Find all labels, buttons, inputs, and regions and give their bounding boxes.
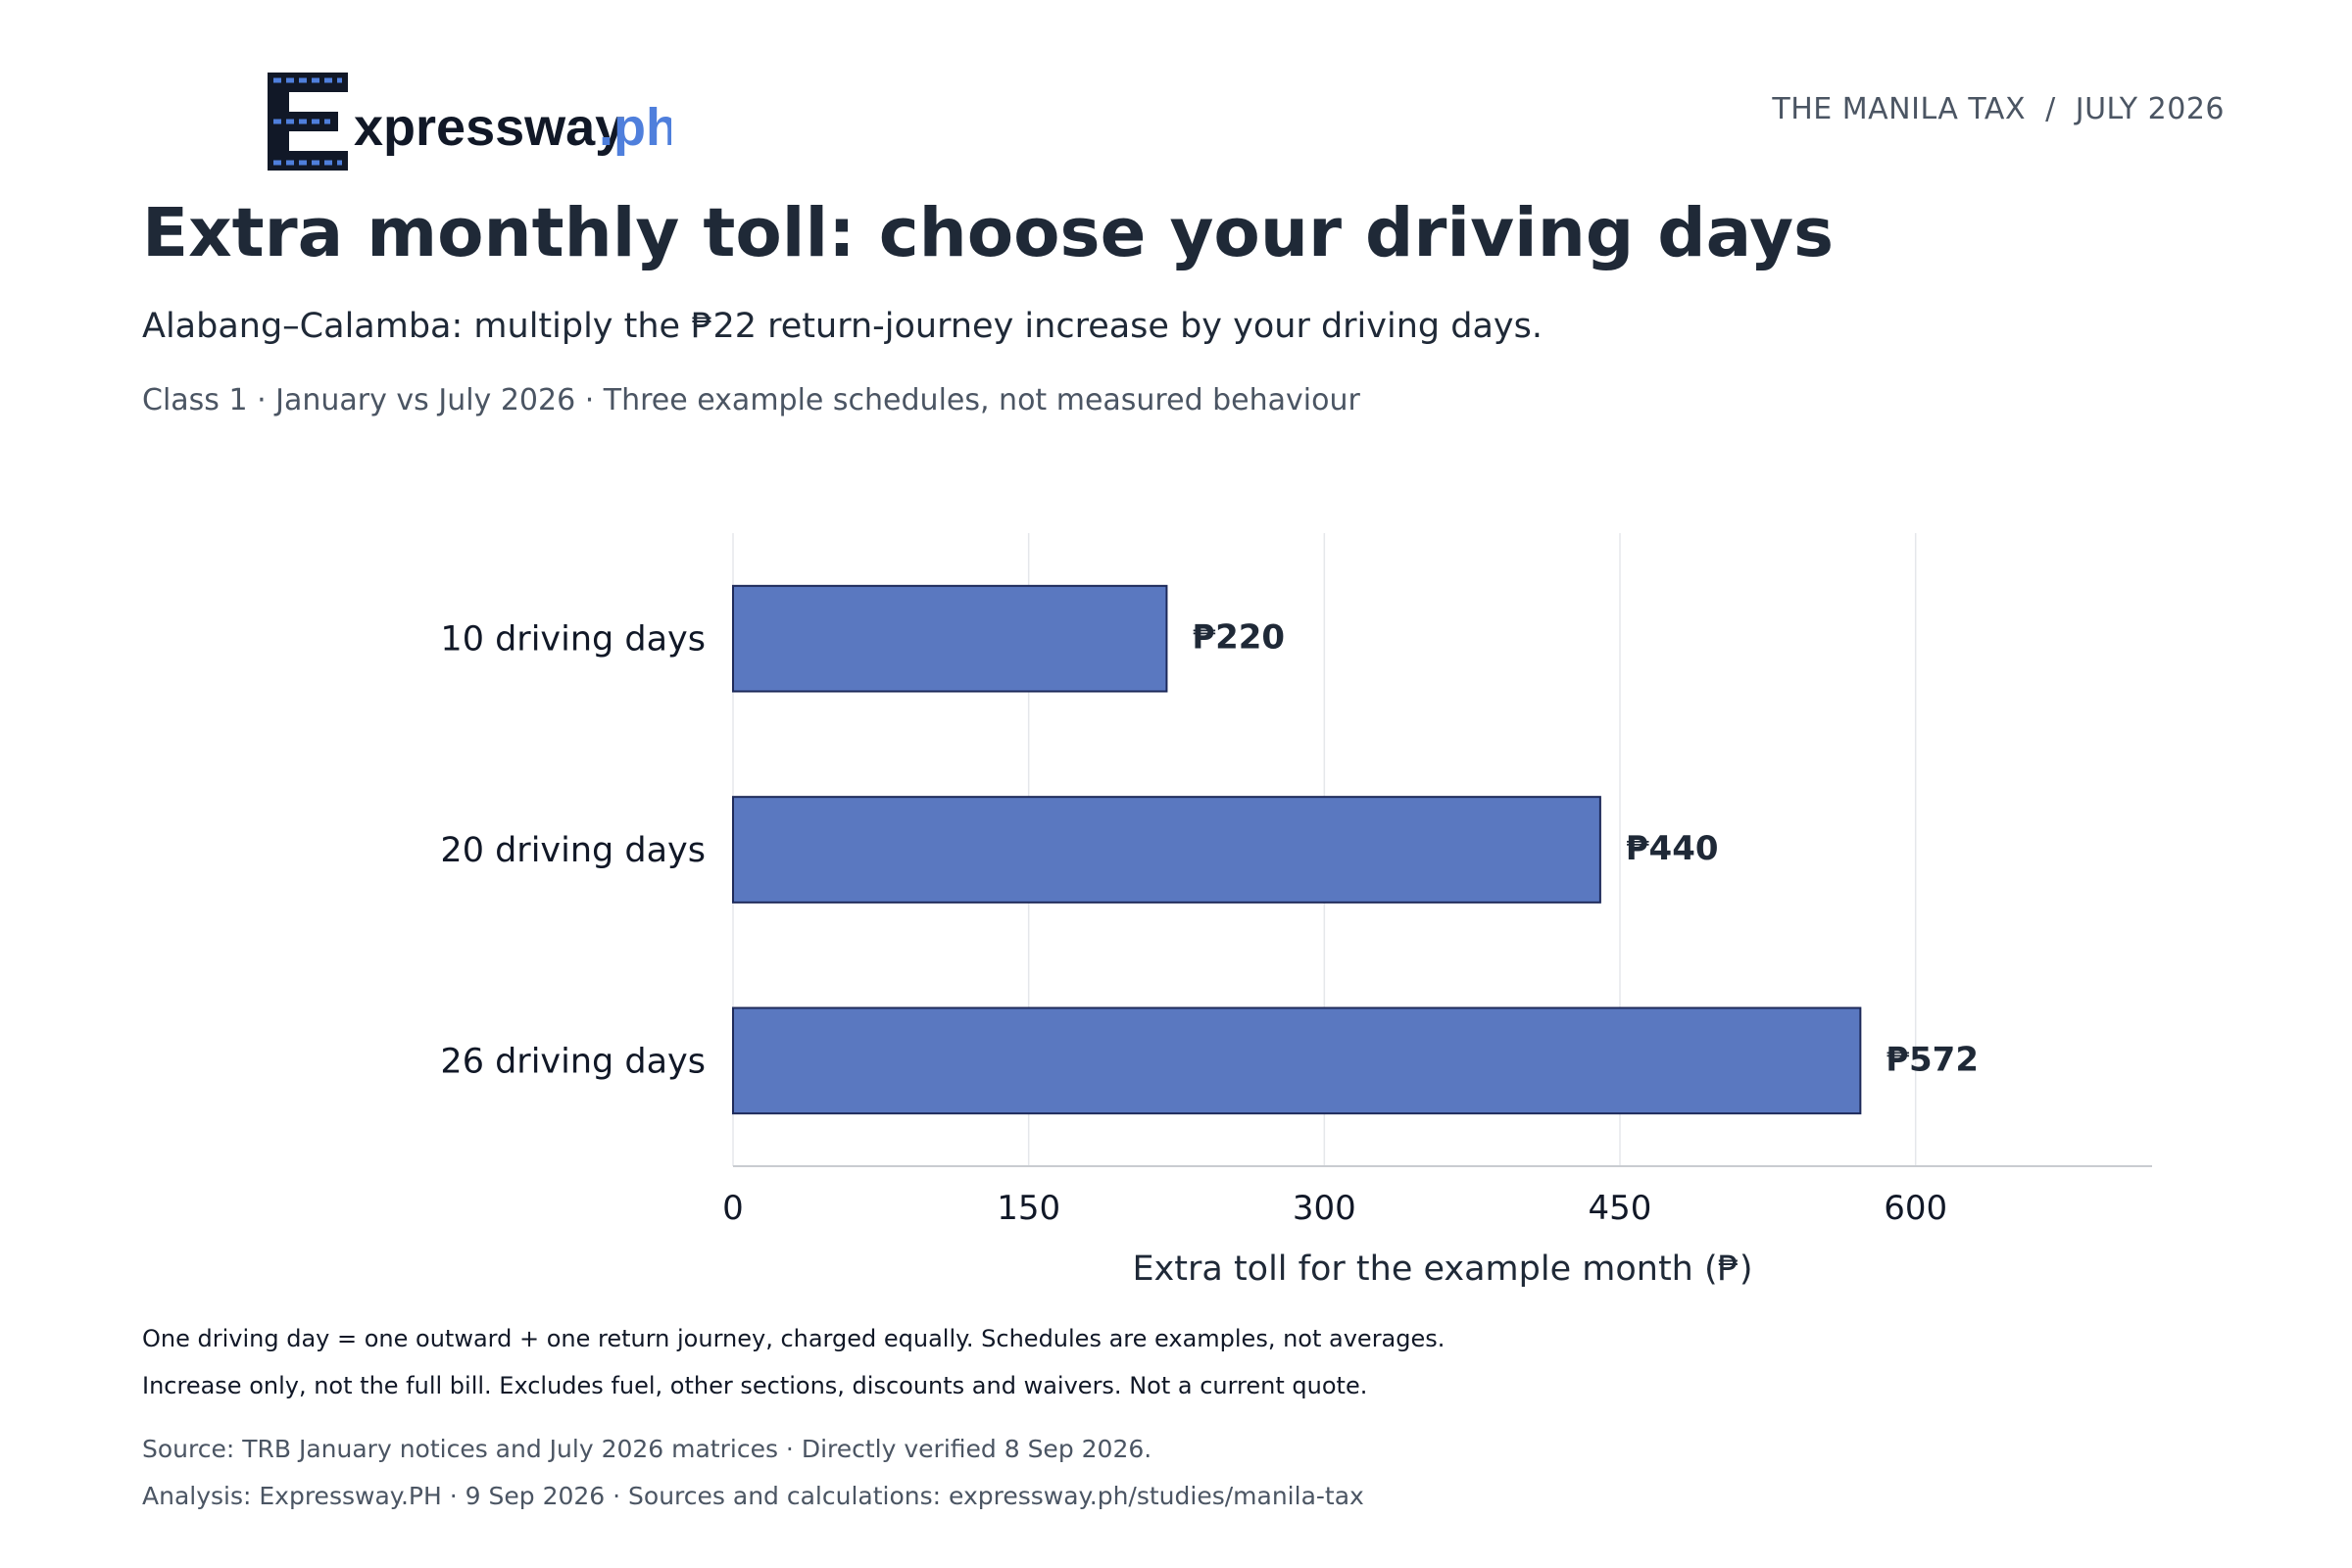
chart-meta: Class 1 · January vs July 2026 · Three e… [142, 383, 1360, 417]
bar [732, 1006, 1862, 1115]
logo-wordmark: xpressway [354, 98, 624, 157]
section-kicker: THE MANILA TAX / JULY 2026 [1772, 92, 2225, 126]
bar [732, 584, 1168, 693]
x-axis-title: Extra toll for the example month (₱) [1132, 1250, 1752, 1289]
bar [732, 796, 1601, 904]
x-tick-label: 150 [997, 1189, 1060, 1228]
expressway-logo: xpressway .ph [268, 73, 671, 171]
footnote-2: Increase only, not the full bill. Exclud… [142, 1372, 1368, 1399]
source-line: Source: TRB January notices and July 202… [142, 1435, 1152, 1463]
x-tick-label: 300 [1293, 1189, 1356, 1228]
x-tick-label: 450 [1589, 1189, 1652, 1228]
logo-suffix: .ph [599, 98, 671, 157]
bars [732, 584, 1862, 1115]
value-label: ₱572 [1886, 1040, 1979, 1079]
category-label: 26 driving days [440, 1042, 706, 1081]
category-label: 10 driving days [440, 620, 706, 660]
value-label: ₱440 [1626, 829, 1719, 868]
x-tick-labels: 0 150 300 450 600 [722, 1189, 1947, 1228]
footnote-1: One driving day = one outward + one retu… [142, 1325, 1446, 1352]
value-labels: ₱220 ₱440 ₱572 [1192, 618, 1979, 1080]
category-labels: 10 driving days 20 driving days 26 driving… [440, 620, 706, 1082]
page-subtitle: Alabang–Calamba: multiply the ₱22 return… [142, 307, 1543, 346]
value-label: ₱220 [1192, 618, 1285, 658]
analysis-line: Analysis: Expressway.PH · 9 Sep 2026 · S… [142, 1482, 1364, 1510]
x-tick-label: 600 [1884, 1189, 1947, 1228]
page-title: Extra monthly toll: choose your driving … [142, 194, 1835, 272]
x-tick-label: 0 [722, 1189, 744, 1228]
category-label: 20 driving days [440, 831, 706, 870]
e-road-icon [268, 73, 348, 171]
bar-chart: 10 driving days 20 driving days 26 driving… [440, 533, 2152, 1289]
